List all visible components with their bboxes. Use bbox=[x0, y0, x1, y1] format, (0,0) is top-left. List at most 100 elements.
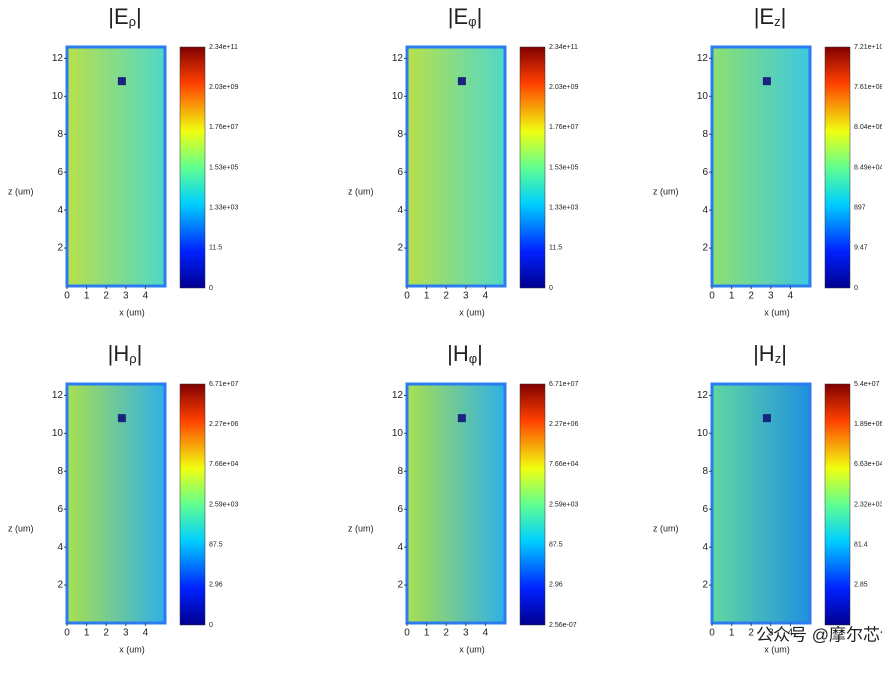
field-map bbox=[65, 45, 167, 288]
colorbar-label: 5.4e+07 bbox=[854, 381, 880, 388]
title-subscript: ρ bbox=[129, 351, 136, 366]
colorbar-label: 2.34e+11 bbox=[549, 44, 578, 51]
colorbar-label: 87.5 bbox=[549, 542, 563, 549]
x-tick-label: 2 bbox=[103, 628, 109, 639]
y-axis-label: z (um) bbox=[653, 186, 679, 196]
title-symbol: H bbox=[113, 341, 129, 366]
colorbar-label: 2.56e-07 bbox=[549, 622, 577, 629]
title-bar: | bbox=[781, 341, 787, 366]
colorbar-label: 7.21e+10 bbox=[854, 44, 882, 51]
colorbar-label: 8.04e+06 bbox=[854, 124, 882, 131]
colorbar-label: 0 bbox=[209, 285, 213, 292]
y-tick-label: 10 bbox=[392, 428, 404, 439]
colorbar-label: 2.59e+03 bbox=[209, 501, 238, 508]
title-symbol: H bbox=[759, 341, 775, 366]
y-tick-label: 2 bbox=[57, 580, 63, 591]
x-tick-label: 3 bbox=[123, 291, 129, 302]
x-tick-label: 2 bbox=[103, 291, 109, 302]
x-tick-label: 3 bbox=[768, 628, 774, 639]
y-tick-label: 12 bbox=[697, 53, 709, 64]
colorbar-label: 7.61e+08 bbox=[854, 84, 882, 91]
title-bar: | bbox=[781, 4, 787, 29]
title-symbol: E bbox=[453, 4, 468, 29]
x-tick-label: 4 bbox=[143, 628, 149, 639]
y-tick-label: 8 bbox=[702, 129, 708, 140]
y-axis-label: z (um) bbox=[653, 523, 679, 533]
title-bar: | bbox=[136, 4, 142, 29]
y-tick-label: 4 bbox=[57, 542, 63, 553]
source-marker bbox=[117, 414, 126, 423]
x-tick-label: 1 bbox=[84, 291, 90, 302]
x-tick-label: 3 bbox=[463, 628, 469, 639]
x-tick-label: 1 bbox=[84, 628, 90, 639]
y-tick-label: 4 bbox=[397, 205, 403, 216]
y-tick-label: 10 bbox=[392, 91, 404, 102]
title-subscript: z bbox=[775, 351, 782, 366]
title-symbol: E bbox=[114, 4, 129, 29]
source-marker bbox=[117, 77, 126, 86]
y-tick-label: 12 bbox=[52, 390, 64, 401]
y-tick-label: 4 bbox=[702, 205, 708, 216]
colorbar-label: 7.66e+04 bbox=[549, 461, 578, 468]
colorbar-label: 1.33e+03 bbox=[549, 205, 578, 212]
colorbar-label: 11.5 bbox=[209, 245, 222, 252]
colorbar-label: 1.76e+07 bbox=[209, 124, 238, 131]
y-tick-label: 10 bbox=[52, 428, 64, 439]
colorbar bbox=[179, 383, 206, 626]
x-tick-label: 4 bbox=[483, 628, 489, 639]
colorbar-label: 2.34e+11 bbox=[209, 44, 238, 51]
x-tick-label: 3 bbox=[463, 291, 469, 302]
x-tick-label: 1 bbox=[424, 291, 430, 302]
x-axis-label: x (um) bbox=[119, 307, 145, 317]
y-tick-label: 6 bbox=[57, 504, 63, 515]
panel-title: |Eφ| bbox=[448, 4, 483, 30]
title-bar: | bbox=[477, 341, 483, 366]
y-tick-label: 2 bbox=[57, 243, 63, 254]
y-axis-label: z (um) bbox=[348, 523, 374, 533]
colorbar-label: 1.53e+05 bbox=[549, 164, 578, 171]
field-map bbox=[65, 382, 167, 625]
x-tick-label: 2 bbox=[443, 628, 449, 639]
title-symbol: H bbox=[453, 341, 469, 366]
x-axis-label: x (um) bbox=[459, 307, 485, 317]
x-tick-label: 0 bbox=[404, 291, 410, 302]
colorbar-label: 6.71e+07 bbox=[549, 381, 578, 388]
x-tick-label: 1 bbox=[729, 628, 735, 639]
x-tick-label: 0 bbox=[709, 628, 715, 639]
x-tick-label: 2 bbox=[443, 291, 449, 302]
colorbar bbox=[519, 46, 546, 289]
y-axis-label: z (um) bbox=[8, 186, 34, 196]
y-tick-label: 4 bbox=[702, 542, 708, 553]
y-tick-label: 12 bbox=[697, 390, 709, 401]
colorbar-label: 8.49e+04 bbox=[854, 164, 882, 171]
x-tick-label: 3 bbox=[123, 628, 129, 639]
y-tick-label: 2 bbox=[397, 243, 403, 254]
colorbar-label: 0 bbox=[854, 285, 858, 292]
colorbar-label: 9.47 bbox=[854, 245, 868, 252]
y-tick-label: 2 bbox=[702, 243, 708, 254]
colorbar-label: 81.4 bbox=[854, 542, 868, 549]
colorbar-label: 87.5 bbox=[209, 542, 223, 549]
source-marker bbox=[457, 414, 466, 423]
colorbar-label: 6.71e+07 bbox=[209, 381, 238, 388]
y-tick-label: 12 bbox=[392, 53, 404, 64]
panel-title: |Eρ| bbox=[108, 4, 142, 30]
y-tick-label: 4 bbox=[397, 542, 403, 553]
x-tick-label: 0 bbox=[64, 628, 70, 639]
colorbar-label: 1.76e+07 bbox=[549, 124, 578, 131]
watermark: 公众号 @摩尔芯创 bbox=[756, 625, 882, 644]
x-tick-label: 0 bbox=[64, 291, 70, 302]
colorbar bbox=[179, 46, 206, 289]
colorbar-label: 1.89e+06 bbox=[854, 421, 882, 428]
y-tick-label: 6 bbox=[702, 167, 708, 178]
colorbar-label: 2.85 bbox=[854, 582, 868, 589]
colorbar-label: 2.03e+09 bbox=[209, 84, 238, 91]
y-tick-label: 8 bbox=[702, 466, 708, 477]
colorbar-label: 0 bbox=[549, 285, 553, 292]
field-map bbox=[710, 45, 812, 288]
x-tick-label: 4 bbox=[483, 291, 489, 302]
y-tick-label: 6 bbox=[57, 167, 63, 178]
y-tick-label: 8 bbox=[397, 466, 403, 477]
colorbar bbox=[824, 46, 851, 289]
